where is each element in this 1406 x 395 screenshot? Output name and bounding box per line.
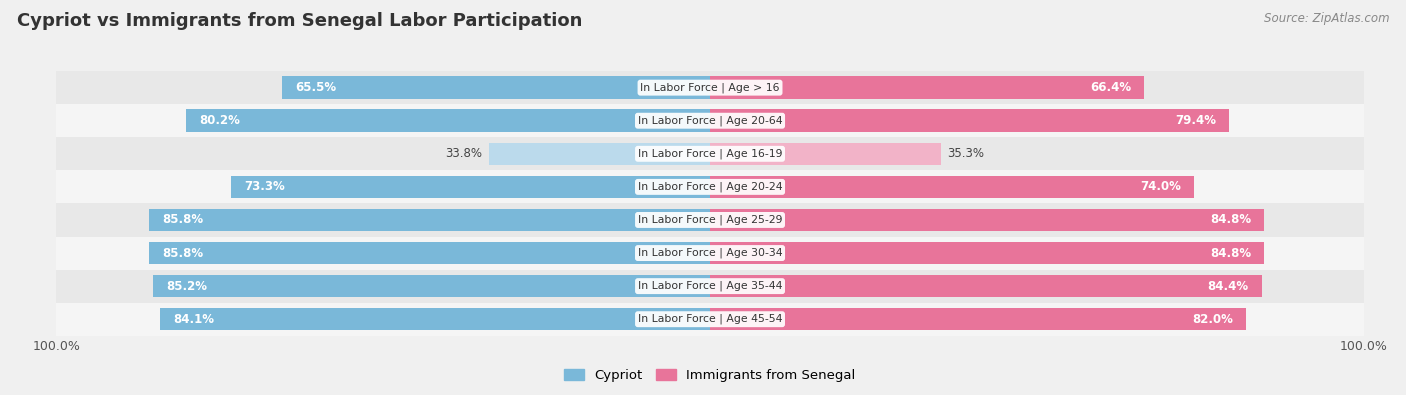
- Text: 79.4%: 79.4%: [1175, 114, 1216, 127]
- Text: 84.1%: 84.1%: [173, 313, 214, 326]
- Text: In Labor Force | Age 20-24: In Labor Force | Age 20-24: [638, 182, 782, 192]
- Bar: [56, 303, 1364, 336]
- Text: 73.3%: 73.3%: [243, 181, 284, 194]
- Bar: [710, 143, 941, 165]
- Bar: [710, 242, 1264, 264]
- Text: In Labor Force | Age 20-64: In Labor Force | Age 20-64: [638, 115, 782, 126]
- Text: In Labor Force | Age 30-34: In Labor Force | Age 30-34: [638, 248, 782, 258]
- Text: Cypriot vs Immigrants from Senegal Labor Participation: Cypriot vs Immigrants from Senegal Labor…: [17, 12, 582, 30]
- Text: 82.0%: 82.0%: [1192, 313, 1233, 326]
- Bar: [149, 209, 710, 231]
- Bar: [56, 71, 1364, 104]
- Text: 85.2%: 85.2%: [166, 280, 207, 293]
- Bar: [149, 242, 710, 264]
- Bar: [56, 237, 1364, 269]
- Text: 66.4%: 66.4%: [1090, 81, 1130, 94]
- Bar: [160, 308, 710, 331]
- Text: In Labor Force | Age 16-19: In Labor Force | Age 16-19: [638, 149, 782, 159]
- Bar: [186, 109, 710, 132]
- Text: In Labor Force | Age 25-29: In Labor Force | Age 25-29: [638, 215, 782, 225]
- Text: 85.8%: 85.8%: [162, 213, 204, 226]
- Bar: [56, 170, 1364, 203]
- Bar: [489, 143, 710, 165]
- Text: 80.2%: 80.2%: [198, 114, 239, 127]
- Text: 85.8%: 85.8%: [162, 246, 204, 260]
- Bar: [231, 176, 710, 198]
- Bar: [153, 275, 710, 297]
- Bar: [56, 104, 1364, 137]
- Bar: [710, 176, 1194, 198]
- Bar: [710, 308, 1246, 331]
- Text: 35.3%: 35.3%: [948, 147, 984, 160]
- Text: 84.8%: 84.8%: [1211, 213, 1251, 226]
- Text: 33.8%: 33.8%: [446, 147, 482, 160]
- Bar: [710, 275, 1261, 297]
- Bar: [710, 109, 1229, 132]
- Text: 74.0%: 74.0%: [1140, 181, 1181, 194]
- Text: 84.4%: 84.4%: [1208, 280, 1249, 293]
- Bar: [56, 203, 1364, 237]
- Bar: [56, 269, 1364, 303]
- Text: 65.5%: 65.5%: [295, 81, 336, 94]
- Text: Source: ZipAtlas.com: Source: ZipAtlas.com: [1264, 12, 1389, 25]
- Text: 84.8%: 84.8%: [1211, 246, 1251, 260]
- Legend: Cypriot, Immigrants from Senegal: Cypriot, Immigrants from Senegal: [560, 363, 860, 387]
- Bar: [710, 76, 1144, 99]
- Bar: [281, 76, 710, 99]
- Text: In Labor Force | Age 45-54: In Labor Force | Age 45-54: [638, 314, 782, 324]
- Bar: [56, 137, 1364, 170]
- Bar: [710, 209, 1264, 231]
- Text: In Labor Force | Age 35-44: In Labor Force | Age 35-44: [638, 281, 782, 292]
- Text: In Labor Force | Age > 16: In Labor Force | Age > 16: [640, 83, 780, 93]
